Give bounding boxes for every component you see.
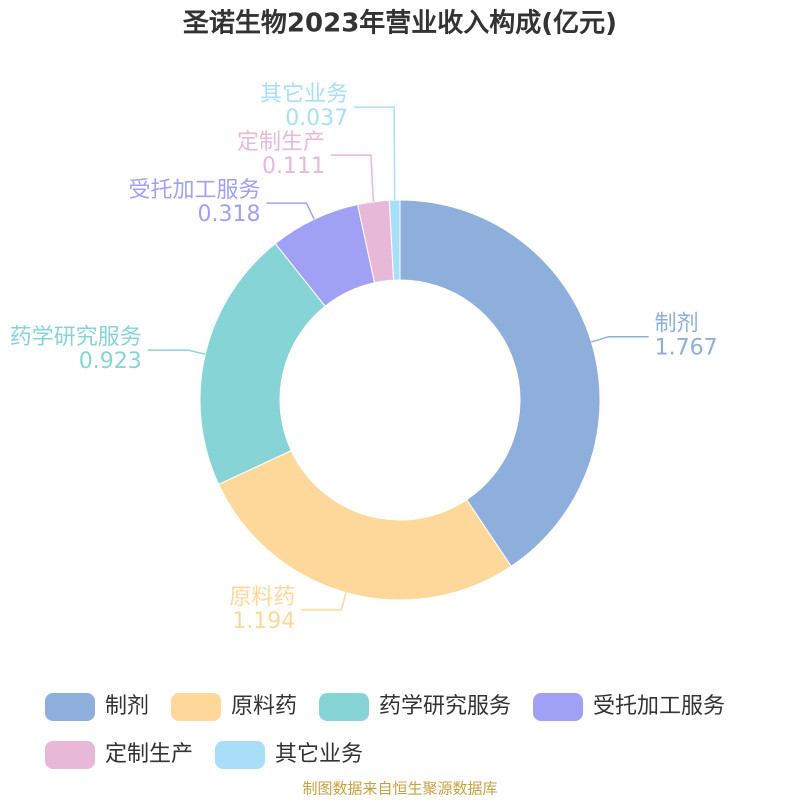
legend-label: 其它业务 (275, 742, 363, 767)
leader-line (147, 349, 206, 355)
leader-line (330, 154, 375, 202)
legend-label: 药学研究服务 (379, 694, 511, 719)
slice-label: 定制生产 (237, 130, 325, 155)
leader-line (301, 592, 347, 611)
slice-value: 0.111 (262, 154, 325, 179)
legend-swatch (171, 693, 222, 721)
legend-item[interactable]: 受托加工服务 (533, 693, 725, 721)
legend-swatch (45, 693, 95, 721)
slice-value: 0.923 (79, 349, 142, 374)
legend-swatch (45, 741, 95, 769)
slice-label: 制剂 (655, 312, 699, 337)
donut-slice (199, 242, 326, 486)
donut-slice (399, 199, 601, 567)
legend-label: 制剂 (105, 694, 149, 719)
legend-item[interactable]: 制剂 (45, 693, 149, 721)
legend-label: 原料药 (231, 694, 297, 719)
legend-label: 受托加工服务 (593, 694, 725, 719)
leader-line (591, 335, 649, 343)
legend-item[interactable]: 原料药 (171, 693, 297, 721)
chart-title: 圣诺生物2023年营业收入构成(亿元) (183, 8, 617, 39)
legend-item[interactable]: 药学研究服务 (319, 693, 511, 721)
legend-item[interactable]: 定制生产 (45, 741, 193, 769)
legend-item[interactable]: 其它业务 (215, 741, 363, 769)
slice-value: 0.318 (197, 202, 260, 227)
slice-label: 其它业务 (260, 82, 348, 107)
donut-slice (388, 199, 401, 281)
leader-line (354, 106, 396, 201)
slice-value: 0.037 (285, 106, 348, 131)
slice-label: 受托加工服务 (128, 178, 260, 203)
slice-value: 1.767 (655, 336, 718, 361)
leader-line (266, 202, 315, 220)
source-note: 制图数据来自恒生聚源数据库 (302, 780, 497, 798)
legend-swatch (319, 693, 370, 721)
slice-label: 药学研究服务 (10, 325, 142, 350)
legend-label: 定制生产 (105, 742, 193, 767)
slice-label: 原料药 (229, 585, 295, 610)
legend-swatch (533, 693, 584, 721)
slice-value: 1.194 (232, 609, 295, 634)
legend-swatch (215, 741, 266, 769)
donut-slice (218, 449, 512, 601)
